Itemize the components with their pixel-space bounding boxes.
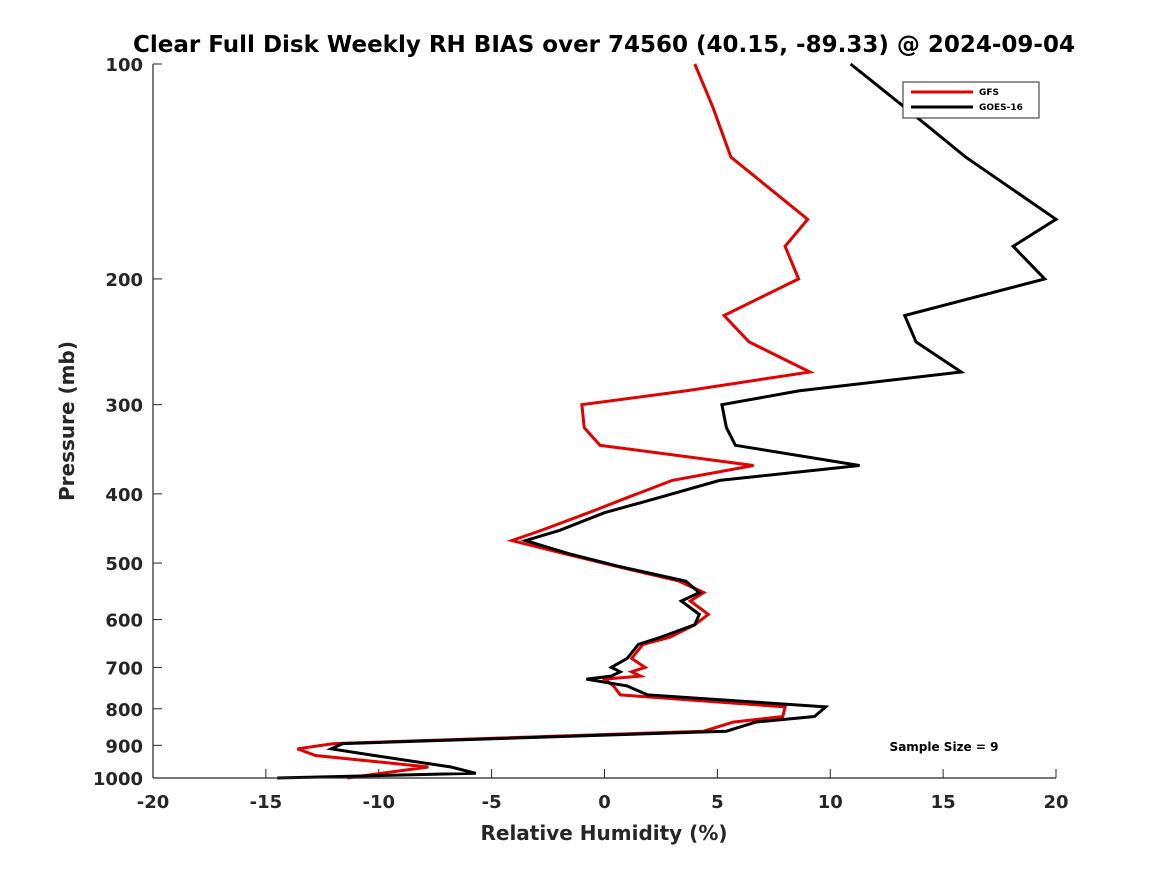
y-tick-label: 600 <box>105 611 143 632</box>
chart-title: Clear Full Disk Weekly RH BIAS over 7456… <box>133 32 1075 58</box>
x-tick-label: 0 <box>598 792 611 813</box>
sample-size-annotation: Sample Size = 9 <box>890 740 999 754</box>
x-tick-label: -5 <box>482 792 502 813</box>
series-line-goes-16 <box>277 62 1059 780</box>
x-tick-label: 15 <box>931 792 956 813</box>
x-tick-label: 10 <box>818 792 843 813</box>
y-tick-label: 1000 <box>93 769 143 790</box>
y-tick-label: 500 <box>105 554 143 575</box>
y-tick-label: 400 <box>105 485 143 506</box>
y-tick-label: 100 <box>105 55 143 76</box>
legend-box <box>902 81 1040 119</box>
x-axis-label: Relative Humidity (%) <box>480 821 727 845</box>
x-tick-label: 5 <box>711 792 724 813</box>
x-tick-label: -20 <box>137 792 170 813</box>
x-tick-label: -15 <box>250 792 283 813</box>
x-tick-label: 20 <box>1043 792 1068 813</box>
axes <box>152 64 1056 779</box>
legend-label: GOES-16 <box>979 103 1023 113</box>
legend-label: GFS <box>979 88 999 98</box>
series-lines <box>277 62 1059 780</box>
y-tick-label: 700 <box>105 658 143 679</box>
y-tick-label: 800 <box>105 700 143 721</box>
y-tick-label: 300 <box>105 396 143 417</box>
y-tick-label: 900 <box>105 736 143 757</box>
plot-area <box>153 64 1056 778</box>
axis-ticks: -20 -15 -10 -5 0 5 10 15 20 100 200 300 400 500 600 700… <box>93 55 1069 813</box>
y-tick-label: 200 <box>105 270 143 291</box>
x-tick-label: -10 <box>362 792 395 813</box>
y-axis-label: Pressure (mb) <box>55 341 79 501</box>
legend: GFS GOES-16 <box>902 81 1040 119</box>
